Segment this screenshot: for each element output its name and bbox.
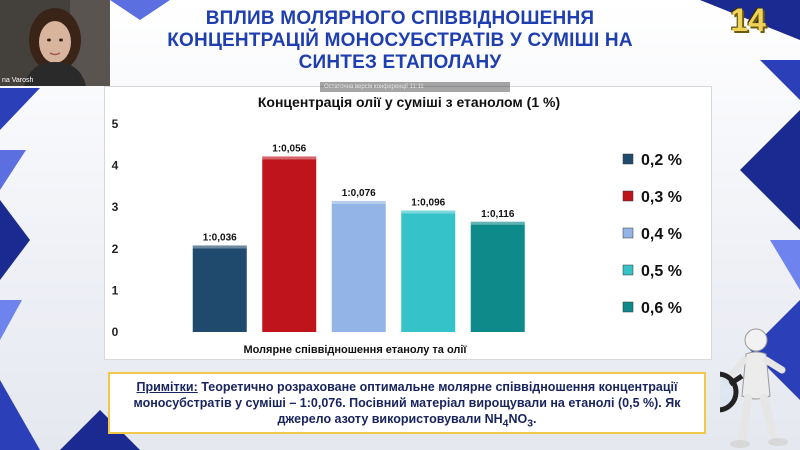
data-label: 1:0,096 <box>411 198 445 209</box>
slide-title-line-2: КОНЦЕНТРАЦІЙ МОНОСУБСТРАТІВ У СУМІШІ НА <box>167 30 633 51</box>
legend-entry: 0,5 % <box>641 263 682 280</box>
y-tick-label: 1 <box>112 283 119 297</box>
legend-swatch <box>622 190 634 202</box>
data-label: 1:0,076 <box>342 188 376 199</box>
data-label: 1:0,116 <box>481 209 515 220</box>
bar <box>262 156 317 332</box>
bar <box>401 210 456 332</box>
note-label: Примітки: <box>136 380 198 394</box>
legend-swatch <box>622 153 634 165</box>
y-tick-label: 5 <box>112 117 119 131</box>
bar <box>192 245 247 332</box>
note-box: Примітки: Теоретично розраховане оптимал… <box>108 372 706 434</box>
chart-title: Концентрація олії у суміші з етанолом (1… <box>258 94 560 110</box>
bar-highlight <box>192 245 247 249</box>
y-tick-label: 2 <box>112 242 119 256</box>
note-text: Теоретично розраховане оптимальне молярн… <box>133 380 681 426</box>
formula-sub-1: 4 <box>502 418 509 430</box>
formula-part-2: NO <box>508 412 528 426</box>
legend-entry: 0,3 % <box>641 189 682 206</box>
chart-panel: Концентрація олії у суміші з етанолом (1… <box>104 86 712 360</box>
x-axis-label: Молярне співвідношення етанолу та олії <box>243 344 467 356</box>
note-end: . <box>533 412 537 426</box>
y-tick-label: 4 <box>112 159 119 173</box>
y-tick-label: 3 <box>112 200 119 214</box>
data-label: 1:0,056 <box>272 143 306 154</box>
formula-sub-2: 3 <box>527 418 534 430</box>
bar <box>331 200 386 332</box>
webcam-participant-name: na Varosh <box>2 77 34 84</box>
slide-number: 14 <box>730 2 766 38</box>
slide-title-line-1: ВПЛИВ МОЛЯРНОГО СПІВВІДНОШЕННЯ <box>205 8 595 29</box>
person-avatar-icon <box>0 0 110 86</box>
legend-swatch <box>622 301 634 313</box>
y-tick-label: 0 <box>112 325 119 339</box>
slide-title-line-3: СИНТЕЗ ЕТАПОЛАНУ <box>298 52 502 73</box>
formula-part-1: NH <box>484 412 503 426</box>
conference-notice: Остаточна версія конференції 11:11 <box>320 82 510 92</box>
legend-swatch <box>622 264 634 276</box>
magnifier-figure-icon <box>720 328 788 448</box>
bar-highlight <box>331 200 386 204</box>
bar-highlight <box>470 221 525 225</box>
bar-chart: Концентрація олії у суміші з етанолом (1… <box>112 94 682 356</box>
slide-title: ВПЛИВ МОЛЯРНОГО СПІВВІДНОШЕННЯ КОНЦЕНТРА… <box>120 8 680 74</box>
data-label: 1:0,036 <box>203 232 237 243</box>
legend-swatch <box>622 227 634 239</box>
bar <box>470 221 525 332</box>
bar-highlight <box>401 210 456 214</box>
nitrogen-formula: NH4NO3 <box>484 412 533 430</box>
legend-entry: 0,4 % <box>641 226 682 243</box>
bar-highlight <box>262 156 317 160</box>
legend-entry: 0,2 % <box>641 152 682 169</box>
legend-entry: 0,6 % <box>641 300 682 317</box>
webcam-thumbnail[interactable]: na Varosh <box>0 0 110 86</box>
